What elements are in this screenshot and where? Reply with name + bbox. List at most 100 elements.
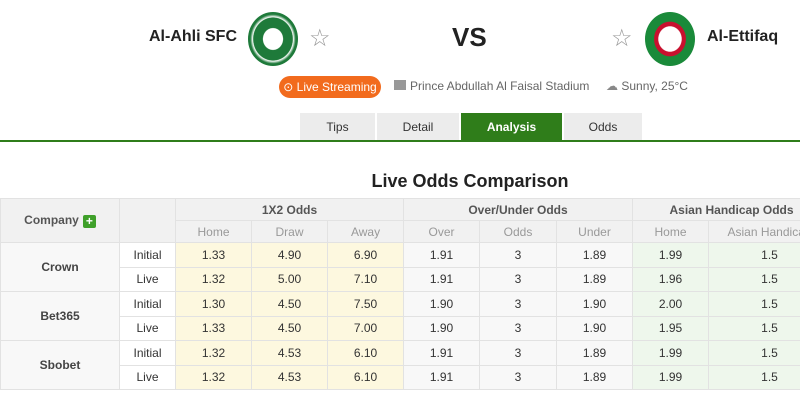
odds-cell[interactable]: 1.90 [556,315,634,341]
odds-cell[interactable]: 1.96 [632,266,710,292]
table-row: Live 1.33 4.50 7.00 1.90 3 1.90 1.95 1.5 [1,315,800,341]
add-company-icon[interactable]: + [82,214,96,228]
odds-cell[interactable]: 3 [479,364,558,390]
away-team-logo[interactable] [645,12,695,66]
odds-cell[interactable]: 1.33 [175,315,252,341]
odds-cell[interactable]: 1.32 [175,364,252,390]
odds-cell[interactable]: 1.5 [708,266,800,292]
odds-type: Live [119,364,176,390]
stadium-icon [394,80,406,90]
type-header [119,198,176,243]
odds-cell[interactable]: 1.91 [403,266,481,292]
weather-info: ☁ Sunny, 25°C [606,79,688,93]
odds-cell[interactable]: 2.00 [632,291,710,317]
odds-cell[interactable]: 4.53 [251,364,328,390]
company-name[interactable]: Sbobet [0,340,120,390]
odds-cell[interactable]: 1.89 [556,364,634,390]
subheader: Draw [251,220,328,243]
subheader: Under [556,220,634,243]
tab-odds[interactable]: Odds [564,113,642,141]
odds-type: Live [119,266,176,292]
favorite-away-star-icon[interactable]: ☆ [611,25,633,52]
vs-label: VS [452,22,487,52]
subheader: Asian Handicap [708,220,800,243]
odds-cell[interactable]: 3 [479,340,558,366]
subheader: Home [175,220,252,243]
table-row: Crown Initial 1.33 4.90 6.90 1.91 3 1.89 1.99 1.5 [0,242,800,292]
odds-type: Initial [119,340,176,366]
favorite-home-star-icon[interactable]: ☆ [309,25,331,52]
live-streaming-button[interactable]: ⊙ Live Streaming [279,76,381,98]
odds-cell[interactable]: 7.50 [326,291,405,317]
odds-cell[interactable]: 1.89 [556,340,634,366]
odds-cell[interactable]: 1.32 [175,340,252,366]
odds-type: Live [119,315,176,341]
odds-cell[interactable]: 4.53 [251,340,328,366]
subheader: Away [326,220,405,243]
stadium-info: Prince Abdullah Al Faisal Stadium [394,79,589,93]
odds-cell[interactable]: 4.50 [251,315,328,341]
subheader: Over [403,220,481,243]
odds-cell[interactable]: 1.5 [708,291,800,317]
subheader: Home [632,220,710,243]
odds-cell[interactable]: 5.00 [251,266,328,292]
home-team-name[interactable]: Al-Ahli SFC [149,28,237,45]
odds-cell[interactable]: 3 [479,266,558,292]
odds-cell[interactable]: 1.30 [175,291,252,317]
table-row: Sbobet Initial 1.32 4.53 6.10 1.91 3 1.89 1.99 1.… [0,340,800,390]
odds-cell[interactable]: 6.10 [326,364,405,390]
odds-type: Initial [119,291,176,317]
odds-cell[interactable]: 1.5 [708,340,800,366]
odds-cell[interactable]: 3 [479,315,558,341]
company-name[interactable]: Bet365 [0,291,120,341]
section-title: Live Odds Comparison [371,171,569,191]
odds-cell[interactable]: 1.91 [403,340,481,366]
odds-cell[interactable]: 3 [479,242,558,268]
tab-tips[interactable]: Tips [300,113,375,141]
odds-cell[interactable]: 1.33 [175,242,252,268]
odds-cell[interactable]: 1.99 [632,340,710,366]
odds-cell[interactable]: 1.89 [556,242,634,268]
weather-icon: ☁ [606,79,618,93]
odds-cell[interactable]: 6.90 [326,242,405,268]
odds-cell[interactable]: 1.32 [175,266,252,292]
odds-cell[interactable]: 1.90 [556,291,634,317]
odds-cell[interactable]: 1.5 [708,315,800,341]
tab-divider [0,140,800,142]
odds-type: Initial [119,242,176,268]
group-1x2: 1X2 Odds [174,198,405,221]
odds-cell[interactable]: 1.5 [708,242,800,268]
group-over-under: Over/Under Odds [403,198,634,221]
odds-cell[interactable]: 1.91 [403,364,481,390]
odds-cell[interactable]: 1.99 [632,242,710,268]
table-row: Live 1.32 4.53 6.10 1.91 3 1.89 1.99 1.5 [1,364,800,390]
odds-cell[interactable]: 6.10 [326,340,405,366]
tab-detail[interactable]: Detail [377,113,459,141]
odds-cell[interactable]: 7.00 [326,315,405,341]
odds-cell[interactable]: 1.90 [403,291,481,317]
company-name[interactable]: Crown [0,242,120,292]
odds-cell[interactable]: 7.10 [326,266,405,292]
away-team-name[interactable]: Al-Ettifaq [707,28,779,45]
odds-cell[interactable]: 4.90 [251,242,328,268]
odds-cell[interactable]: 1.5 [708,364,800,390]
group-asian-handicap: Asian Handicap Odds [632,198,800,221]
table-row: Live 1.32 5.00 7.10 1.91 3 1.89 1.96 1.5 [1,266,800,292]
home-team-logo[interactable] [248,12,298,66]
play-icon: ⊙ [283,80,294,94]
tab-analysis[interactable]: Analysis [461,113,562,141]
odds-cell[interactable]: 3 [479,291,558,317]
odds-cell[interactable]: 1.90 [403,315,481,341]
table-row: Bet365 Initial 1.30 4.50 7.50 1.90 3 1.90 2.00 1.… [0,291,800,341]
odds-cell[interactable]: 4.50 [251,291,328,317]
odds-cell[interactable]: 1.89 [556,266,634,292]
stadium-name: Prince Abdullah Al Faisal Stadium [410,79,590,93]
live-streaming-label: Live Streaming [296,80,377,94]
odds-table: Company + 1X2 Odds Over/Under Odds Asian … [0,198,800,390]
odds-cell[interactable]: 1.95 [632,315,710,341]
weather-text: Sunny, 25°C [621,79,688,93]
odds-cell[interactable]: 1.91 [403,242,481,268]
subheader: Odds [479,220,558,243]
company-header: Company + [0,198,120,243]
odds-cell[interactable]: 1.99 [632,364,710,390]
